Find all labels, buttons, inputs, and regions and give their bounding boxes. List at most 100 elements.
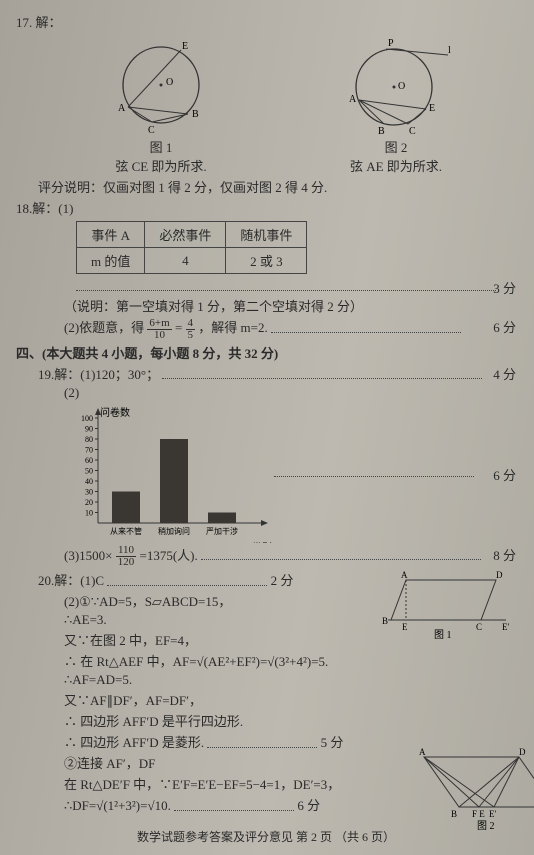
score-badge: 8 分 (493, 545, 516, 564)
svg-text:C: C (476, 622, 482, 632)
svg-text:40: 40 (85, 477, 93, 486)
parallelogram-1-icon: A D B E C E′ 图 1 (376, 570, 516, 640)
svg-text:类别: 类别 (252, 541, 272, 543)
q17-fig1: O E A B C 图 1 弦 CE 即为所求. (106, 37, 216, 175)
svg-text:A: A (419, 747, 426, 757)
q20-line-score2: ∴ 四边形 AFF′D 是菱形. 5 分 (64, 732, 394, 751)
svg-text:严加干涉: 严加干涉 (206, 526, 238, 536)
math-line: ∴DF=√(1²+3²)=√10. (64, 798, 171, 813)
q18-part2-tail: ，解得 m=2. (198, 320, 267, 335)
q19-chart: 问卷数类别102030405060708090100从来不管稍加询问严加干涉 6… (64, 403, 516, 543)
svg-text:稍加询问: 稍加询问 (158, 526, 190, 536)
q17-fig2-caption: 图 2 (336, 137, 456, 156)
fraction: 6+m 10 (147, 318, 171, 341)
svg-text:C: C (148, 125, 155, 136)
math-line: ∴AE=3. (64, 612, 394, 628)
table-header: 必然事件 (145, 222, 226, 248)
q18-part2: (2)依题意，得 6+m 10 = 4 5 ，解得 m=2. 6 分 (64, 317, 516, 341)
math-line: ∴ 四边形 AFF′D 是平行四边形. (64, 711, 394, 730)
svg-text:A: A (118, 103, 126, 114)
svg-text:10: 10 (85, 508, 93, 517)
score-badge: 6 分 (493, 465, 516, 484)
math-line: 又∵AF∥DF′，AF=DF′， (64, 690, 394, 709)
q19-part3: (3)1500× 110 120 =1375(人). 8 分 (64, 545, 516, 569)
circle-diagram-1-icon: O E A B C (106, 37, 216, 137)
q20-body2: ②连接 AF′，DF 在 Rt△DE′F 中，∵E′F=E′E−EF=5−4=1… (64, 753, 534, 814)
q19-label: 19.解：(1)120；30°； (38, 367, 159, 382)
q18-part2-prefix: (2)依题意，得 (64, 320, 144, 335)
table-header: 随机事件 (226, 222, 307, 248)
svg-text:图 1: 图 1 (434, 629, 452, 640)
q17-fig1-caption: 图 1 (106, 137, 216, 156)
q17-label: 17. 解： (16, 12, 516, 31)
svg-text:A: A (401, 570, 408, 580)
svg-text:B: B (451, 809, 457, 819)
svg-text:30: 30 (85, 487, 93, 496)
svg-text:80: 80 (85, 435, 93, 444)
svg-text:20: 20 (85, 498, 93, 507)
svg-text:A: A (349, 94, 357, 105)
q18-label: 18.解：(1) (16, 198, 516, 217)
q20-label: 20.解：(1)C (38, 573, 104, 588)
table-cell: 2 或 3 (226, 248, 307, 274)
svg-text:D: D (496, 570, 503, 580)
svg-text:D: D (519, 747, 526, 757)
q20-body1: (2)①∵AD=5，S▱ABCD=15， ∴AE=3. 又∵在图 2 中，EF=… (64, 591, 394, 751)
q20-label-line: 20.解：(1)C 2 分 AD BE CE′ 图 1 (38, 570, 516, 589)
q17-fig1-note: 弦 CE 即为所求. (106, 156, 216, 175)
svg-text:E: E (182, 41, 188, 52)
svg-text:F E: F E (472, 809, 485, 819)
q19-part2: (2) (64, 385, 516, 401)
math-line: 又∵在图 2 中，EF=4， (64, 630, 394, 649)
q19-label-line: 19.解：(1)120；30°； 4 分 (38, 364, 516, 383)
score-badge: 4 分 (493, 364, 516, 383)
svg-text:O: O (166, 77, 173, 88)
q17-fig2-note: 弦 AE 即为所求. (336, 156, 456, 175)
svg-text:70: 70 (85, 445, 93, 454)
parallelogram-2-icon: AD BF E E′F′ 图 2 (409, 747, 534, 832)
svg-text:100: 100 (81, 414, 93, 423)
q18-note: （说明：第一空填对得 1 分，第二个空填对得 2 分） (64, 296, 516, 315)
svg-text:O: O (398, 81, 405, 92)
svg-text:B: B (192, 109, 199, 120)
fraction: 4 5 (186, 318, 196, 341)
svg-text:E: E (429, 103, 435, 114)
q19-part3-prefix: (3)1500× (64, 548, 113, 563)
score-badge: 2 分 (271, 573, 294, 588)
math-line: ∴AF=AD=5. (64, 672, 394, 688)
svg-text:50: 50 (85, 466, 93, 475)
circle-diagram-2-icon: O P l A E C B (336, 37, 456, 137)
table-cell: 4 (145, 248, 226, 274)
score-badge: 3 分 (493, 278, 516, 297)
math-line: (2)①∵AD=5，S▱ABCD=15， (64, 591, 394, 610)
table-header: 事件 A (77, 222, 145, 248)
q18-score1-line: 3 分 (16, 278, 516, 294)
fraction: 110 120 (116, 545, 137, 568)
math-line: ∴ 在 Rt△AEF 中，AF=√(AE²+EF²)=√(3²+4²)=5. (64, 651, 394, 670)
table-cell: m 的值 (77, 248, 145, 274)
q19-part3-tail: =1375(人). (140, 548, 198, 563)
svg-text:E′: E′ (502, 622, 509, 632)
section-header: 四、(本大题共 4 小题，每小题 8 分，共 32 分) (16, 343, 516, 362)
bar-chart-icon: 问卷数类别102030405060708090100从来不管稍加询问严加干涉 (64, 403, 274, 543)
svg-text:B: B (378, 126, 385, 137)
q17-scoring: 评分说明：仅画对图 1 得 2 分，仅画对图 2 得 4 分. (38, 177, 516, 196)
svg-text:l: l (448, 45, 451, 56)
svg-text:从来不管: 从来不管 (110, 526, 142, 536)
svg-text:P: P (388, 38, 394, 49)
svg-text:E′: E′ (489, 809, 496, 819)
q18-table: 事件 A 必然事件 随机事件 m 的值 4 2 或 3 (76, 221, 307, 274)
score-badge: 6 分 (493, 317, 516, 336)
svg-text:图 2: 图 2 (477, 820, 495, 832)
svg-text:60: 60 (85, 456, 93, 465)
svg-text:问卷数: 问卷数 (100, 406, 130, 419)
svg-text:E: E (402, 622, 408, 632)
svg-text:B: B (382, 616, 388, 626)
page: 17. 解： O E A B C 图 1 弦 CE 即为所求. (0, 0, 534, 855)
q17-fig2: O P l A E C B 图 2 弦 AE 即为所求. (336, 37, 456, 175)
svg-text:C: C (409, 126, 416, 137)
q20-line-score3: ∴DF=√(1²+3²)=√10. 6 分 (64, 795, 394, 814)
math-line: ∴ 四边形 AFF′D 是菱形. (64, 735, 204, 750)
score-badge: 6 分 (297, 798, 320, 813)
q17-figures: O E A B C 图 1 弦 CE 即为所求. O P l (46, 37, 516, 175)
